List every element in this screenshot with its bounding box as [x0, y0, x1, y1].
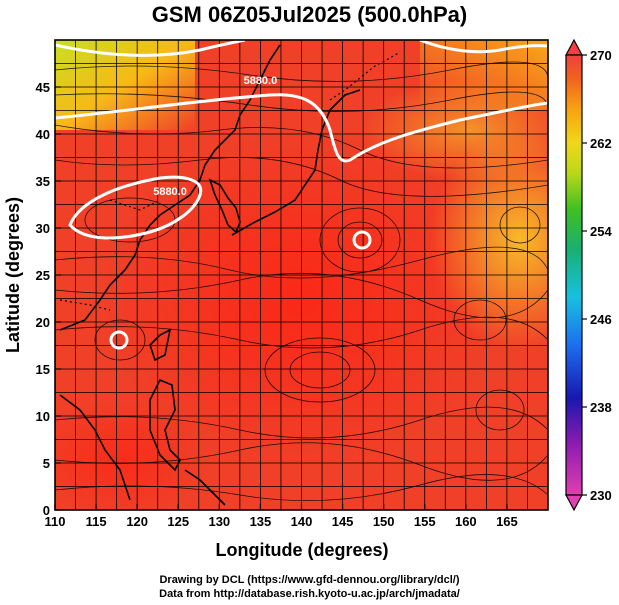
credit-drawing: Drawing by DCL (https://www.gfd-dennou.o… — [159, 574, 460, 586]
x-axis-label: Longitude (degrees) — [215, 540, 388, 560]
temperature-field: 5880.0 5880.0 — [55, 40, 548, 510]
y-axis-label: Latitude (degrees) — [3, 197, 23, 353]
colorbar-tick-label: 246 — [590, 312, 612, 327]
colorbar-tick-label: 254 — [590, 224, 612, 239]
colorbar-scale — [565, 54, 583, 496]
x-tick-label: 120 — [126, 514, 148, 529]
x-tick-label: 155 — [414, 514, 436, 529]
colorbar-top-arrow — [565, 38, 583, 56]
x-tick-label: 165 — [496, 514, 518, 529]
y-tick-label: 0 — [43, 503, 50, 518]
contour-label: 5880.0 — [244, 75, 278, 87]
x-tick-label: 145 — [332, 514, 354, 529]
y-tick-label: 20 — [36, 315, 50, 330]
x-tick-label: 125 — [167, 514, 189, 529]
y-tick-label: 30 — [36, 221, 50, 236]
x-tick-label: 150 — [373, 514, 395, 529]
credit-data: Data from http://database.rish.kyoto-u.a… — [159, 588, 460, 600]
geopotential-contours — [55, 40, 548, 350]
x-tick-label: 130 — [208, 514, 230, 529]
y-tick-label: 10 — [36, 409, 50, 424]
colorbar-tick-label: 262 — [590, 136, 612, 151]
coastlines — [59, 44, 361, 506]
colorbar: 230 238 246 254 262 270 — [565, 38, 612, 512]
colorbar-tick-label: 230 — [590, 488, 612, 503]
x-tick-label: 110 — [45, 514, 66, 529]
y-tick-label: 25 — [36, 268, 50, 283]
y-tick-label: 45 — [36, 80, 50, 95]
y-tick-label: 40 — [36, 127, 50, 142]
lat-lon-grid — [55, 40, 548, 510]
x-tick-label: 140 — [291, 514, 313, 529]
contour-labels: 5880.0 5880.0 — [153, 75, 277, 198]
colorbar-bottom-arrow — [565, 494, 583, 512]
colorbar-tick-label: 238 — [590, 400, 612, 415]
y-tick-label: 5 — [43, 456, 50, 471]
colorbar-ticks: 230 238 246 254 262 270 — [582, 48, 612, 503]
y-axis-ticks: 0 5 10 15 20 25 30 35 40 45 — [36, 80, 61, 518]
y-tick-label: 35 — [36, 174, 50, 189]
contour-label: 5880.0 — [153, 186, 187, 198]
y-tick-label: 15 — [36, 362, 50, 377]
x-axis-ticks: 110 115 120 125 130 135 140 145 150 155 160 165 — [45, 504, 518, 529]
page-title: GSM 06Z05Jul2025 (500.0hPa) — [151, 2, 468, 27]
x-tick-label: 115 — [86, 514, 107, 529]
colorbar-tick-label: 270 — [590, 48, 612, 63]
x-tick-label: 160 — [455, 514, 477, 529]
x-tick-label: 135 — [250, 514, 272, 529]
